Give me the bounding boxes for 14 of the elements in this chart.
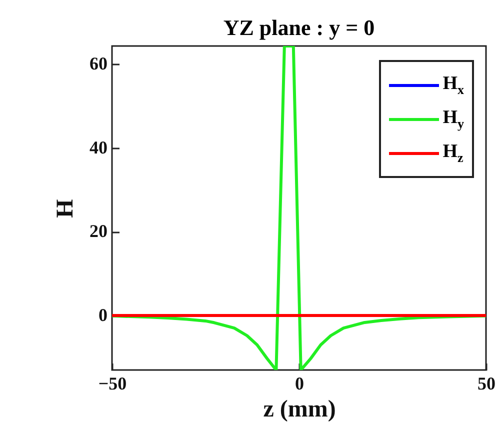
line-series (112, 46, 486, 370)
legend-label: H$_{z}$ (442, 140, 464, 166)
y-axis-title: H (52, 198, 78, 218)
x-tick-label: 50 (478, 374, 496, 394)
x-tick-label: 0 (295, 374, 304, 394)
chart-title: YZ plane : y = 0 (223, 15, 375, 40)
legend-label: H$_{x}$ (442, 72, 464, 98)
x-axis-title: z (mm) (263, 396, 336, 422)
x-tick-label: −50 (98, 374, 127, 394)
y-tick-label: 60 (90, 54, 108, 74)
legend-label: H$_{y}$ (442, 106, 464, 132)
y-tick-label: 40 (90, 137, 108, 158)
y-tick-label: 0 (98, 305, 108, 326)
y-tick-label: 20 (90, 221, 108, 242)
